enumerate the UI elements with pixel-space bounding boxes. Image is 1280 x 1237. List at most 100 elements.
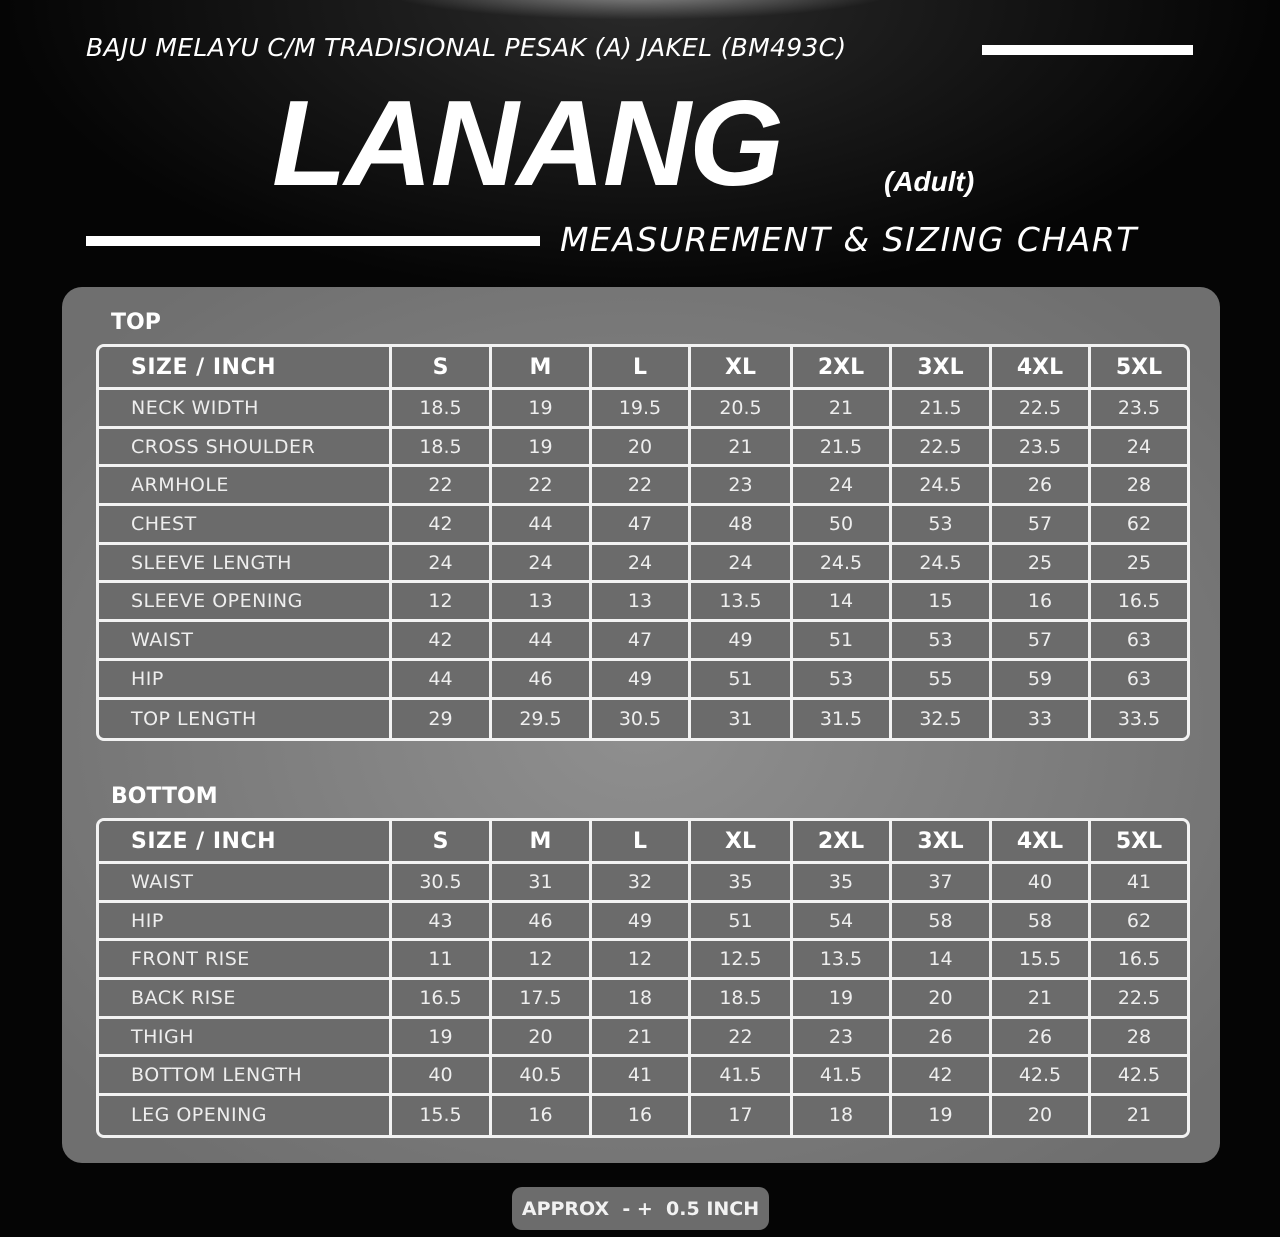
row-label: THIGH	[99, 1018, 392, 1058]
measurement-cell: 23	[793, 1018, 892, 1058]
measurement-cell: 63	[1091, 660, 1187, 700]
measurement-cell: 54	[793, 902, 892, 942]
top-section-label: TOP	[111, 310, 161, 335]
measurement-cell: 57	[992, 622, 1091, 661]
measurement-cell: 18	[793, 1096, 892, 1135]
measurement-cell: 21	[1091, 1096, 1187, 1135]
measurement-cell: 53	[793, 660, 892, 700]
table-row: WAIST 42 44 47 49 51 53 57 63	[99, 622, 1187, 661]
measurement-cell: 18.5	[691, 980, 793, 1019]
row-label: WAIST	[99, 864, 392, 903]
measurement-cell: 35	[793, 864, 892, 903]
measurement-cell: 18.5	[392, 428, 492, 468]
measurement-cell: 51	[793, 622, 892, 661]
measurement-cell: 41	[592, 1057, 691, 1097]
table-row: LEG OPENING 15.5 16 16 17 18 19 20 21	[99, 1096, 1187, 1135]
size-header: M	[492, 821, 592, 864]
measurement-cell: 33.5	[1091, 699, 1187, 739]
measurement-cell: 20	[892, 980, 992, 1019]
measurement-cell: 41.5	[691, 1057, 793, 1097]
measurement-cell: 49	[592, 902, 691, 942]
measurement-cell: 12	[392, 583, 492, 623]
size-header: M	[492, 347, 592, 390]
measurement-cell: 12	[492, 941, 592, 981]
measurement-cell: 50	[793, 506, 892, 545]
measurement-cell: 42	[392, 622, 492, 661]
size-header: XL	[691, 347, 793, 390]
measurement-cell: 37	[892, 864, 992, 903]
measurement-cell: 12.5	[691, 941, 793, 981]
measurement-cell: 13	[492, 583, 592, 623]
row-label: FRONT RISE	[99, 941, 392, 981]
divider-bar	[982, 45, 1193, 55]
row-label: TOP LENGTH	[99, 699, 392, 739]
measurement-cell: 21.5	[892, 390, 992, 429]
size-header: XL	[691, 821, 793, 864]
table-row: CHEST 42 44 47 48 50 53 57 62	[99, 506, 1187, 545]
audience-label: (Adult)	[884, 166, 975, 197]
measurement-cell: 16.5	[1091, 941, 1187, 981]
measurement-cell: 57	[992, 506, 1091, 545]
measurement-cell: 18	[592, 980, 691, 1019]
measurement-cell: 17.5	[492, 980, 592, 1019]
measurement-cell: 15.5	[992, 941, 1091, 981]
row-label: SLEEVE OPENING	[99, 583, 392, 623]
measurement-cell: 13.5	[691, 583, 793, 623]
measurement-cell: 44	[392, 660, 492, 700]
measurement-cell: 18.5	[392, 390, 492, 429]
measurement-cell: 25	[992, 544, 1091, 584]
measurement-cell: 22	[392, 467, 492, 507]
row-label: ARMHOLE	[99, 467, 392, 507]
measurement-cell: 24.5	[892, 467, 992, 507]
measurement-cell: 22	[592, 467, 691, 507]
measurement-cell: 19	[892, 1096, 992, 1135]
measurement-cell: 40	[392, 1057, 492, 1097]
measurement-cell: 49	[691, 622, 793, 661]
measurement-cell: 29	[392, 699, 492, 739]
measurement-cell: 16	[592, 1096, 691, 1135]
measurement-cell: 19	[492, 428, 592, 468]
measurement-cell: 49	[592, 660, 691, 700]
size-header: S	[392, 347, 492, 390]
bottom-size-table: SIZE / INCH S M L XL 2XL 3XL 4XL 5XL WAIST 30.5 31 3…	[96, 818, 1190, 1138]
measurement-cell: 21	[592, 1018, 691, 1058]
measurement-cell: 14	[892, 941, 992, 981]
measurement-cell: 26	[992, 1018, 1091, 1058]
measurement-cell: 21	[992, 980, 1091, 1019]
row-label: BOTTOM LENGTH	[99, 1057, 392, 1097]
measurement-cell: 47	[592, 622, 691, 661]
measurement-cell: 23	[691, 467, 793, 507]
row-label: HIP	[99, 902, 392, 942]
row-label: BACK RISE	[99, 980, 392, 1019]
table-row: SLEEVE LENGTH 24 24 24 24 24.5 24.5 25 25	[99, 544, 1187, 584]
measurement-cell: 19	[492, 390, 592, 429]
size-header: 4XL	[992, 821, 1091, 864]
measurement-cell: 47	[592, 506, 691, 545]
measurement-cell: 63	[1091, 622, 1187, 661]
measurement-cell: 31	[492, 864, 592, 903]
measurement-cell: 21.5	[793, 428, 892, 468]
measurement-cell: 41.5	[793, 1057, 892, 1097]
measurement-cell: 30.5	[592, 699, 691, 739]
measurement-cell: 24	[691, 544, 793, 584]
table-row: HIP 44 46 49 51 53 55 59 63	[99, 660, 1187, 700]
size-header: L	[592, 347, 691, 390]
table-row: FRONT RISE 11 12 12 12.5 13.5 14 15.5 16.5	[99, 941, 1187, 981]
measurement-cell: 12	[592, 941, 691, 981]
measurement-cell: 15	[892, 583, 992, 623]
row-label: CHEST	[99, 506, 392, 545]
measurement-cell: 30.5	[392, 864, 492, 903]
measurement-cell: 24.5	[793, 544, 892, 584]
measurement-cell: 13	[592, 583, 691, 623]
table-row: THIGH 19 20 21 22 23 26 26 28	[99, 1018, 1187, 1058]
measurement-cell: 16	[492, 1096, 592, 1135]
measurement-cell: 15.5	[392, 1096, 492, 1135]
column-header-label: SIZE / INCH	[99, 347, 392, 390]
table-row: NECK WIDTH 18.5 19 19.5 20.5 21 21.5 22.5 23.5	[99, 390, 1187, 429]
measurement-cell: 24	[793, 467, 892, 507]
measurement-cell: 58	[892, 902, 992, 942]
measurement-cell: 20	[592, 428, 691, 468]
brand-title: LANANG	[272, 75, 784, 211]
measurement-cell: 31.5	[793, 699, 892, 739]
measurement-cell: 22.5	[892, 428, 992, 468]
